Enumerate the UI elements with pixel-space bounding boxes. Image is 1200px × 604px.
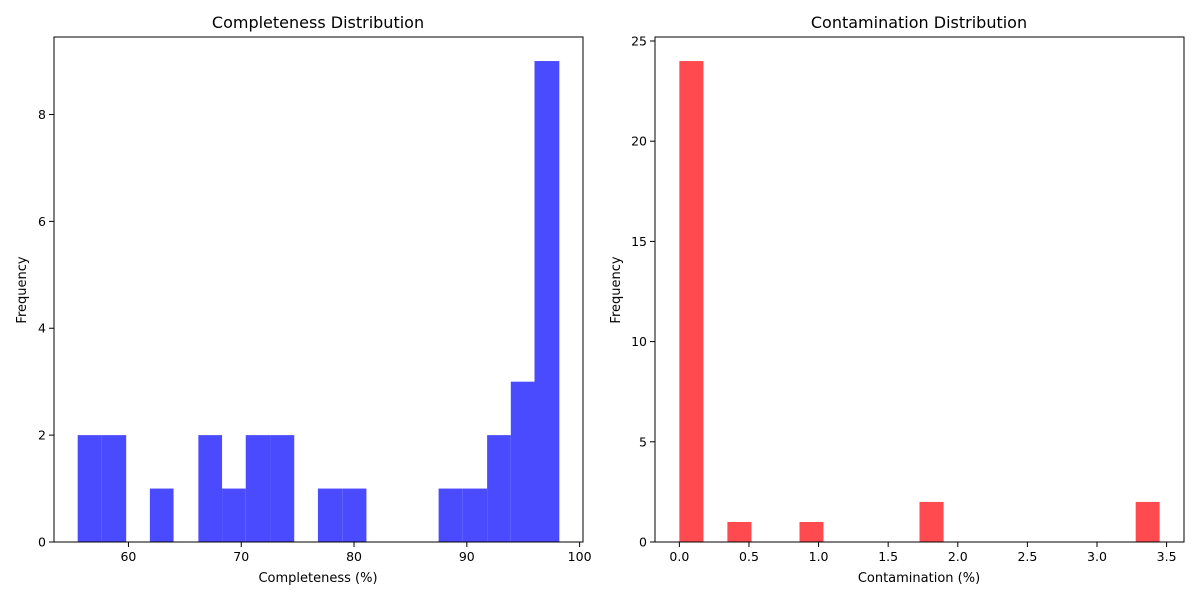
completeness-bars (77, 61, 560, 543)
contamination-bar-0 (679, 61, 704, 543)
contamination-y-tick-label-4: 20 (631, 134, 647, 149)
completeness-x-ticks: 60 70 80 90 100 (120, 542, 592, 564)
contamination-bar-2 (799, 521, 824, 542)
contamination-y-label: Frequency (609, 256, 624, 323)
contamination-title: Contamination Distribution (811, 13, 1027, 32)
contamination-y-tick-label-1: 5 (639, 434, 647, 449)
contamination-y-tick-label-5: 25 (631, 34, 647, 49)
completeness-x-tick-label-4: 100 (568, 549, 592, 564)
contamination-bar-1 (727, 521, 752, 542)
contamination-x-tick-label-7: 3.5 (1157, 549, 1177, 564)
completeness-bar-8 (270, 435, 295, 542)
completeness-y-tick-label-3: 6 (38, 214, 46, 229)
completeness-y-tick-label-1: 2 (38, 428, 46, 443)
completeness-x-tick-label-1: 70 (233, 549, 249, 564)
completeness-bar-3 (149, 488, 174, 542)
contamination-x-tick-label-4: 2.0 (948, 549, 968, 564)
completeness-axes-frame (53, 36, 584, 543)
contamination-x-tick-label-3: 1.5 (878, 549, 898, 564)
completeness-bar-0 (77, 435, 102, 542)
contamination-panel: Contamination Distribution 0.0 0.5 1.0 1.5 2… (609, 13, 1185, 586)
contamination-y-tick-label-0: 0 (639, 535, 647, 550)
completeness-panel: Completeness Distribution 60 70 80 90 100 0 2… (15, 13, 592, 586)
completeness-y-ticks: 0 2 4 6 8 (38, 107, 54, 550)
completeness-bar-5 (198, 435, 223, 542)
completeness-y-label: Frequency (15, 256, 30, 323)
completeness-bar-11 (342, 488, 367, 542)
completeness-bar-7 (245, 435, 271, 542)
contamination-x-tick-label-5: 2.5 (1017, 549, 1037, 564)
completeness-bar-18 (510, 381, 535, 542)
completeness-bar-15 (438, 488, 463, 542)
contamination-bar-3 (919, 501, 944, 542)
contamination-y-ticks: 0 5 10 15 20 25 (631, 34, 655, 550)
contamination-bar-4 (1135, 501, 1160, 542)
contamination-x-label: Contamination (%) (858, 571, 980, 586)
completeness-y-tick-label-4: 8 (38, 107, 46, 122)
completeness-bar-17 (487, 435, 511, 542)
completeness-bar-10 (317, 488, 343, 542)
completeness-x-tick-label-0: 60 (120, 549, 136, 564)
contamination-bars (679, 61, 1160, 543)
completeness-title: Completeness Distribution (212, 13, 424, 32)
contamination-x-tick-label-1: 0.5 (739, 549, 759, 564)
completeness-x-label: Completeness (%) (258, 571, 377, 586)
completeness-x-tick-label-2: 80 (346, 549, 362, 564)
contamination-x-tick-label-2: 1.0 (809, 549, 829, 564)
completeness-y-tick-label-0: 0 (38, 535, 46, 550)
completeness-bar-1 (101, 435, 127, 542)
completeness-bar-16 (462, 488, 488, 542)
completeness-y-tick-label-2: 4 (38, 321, 46, 336)
contamination-axes-frame (654, 36, 1185, 543)
contamination-y-tick-label-2: 10 (631, 334, 647, 349)
completeness-x-tick-label-3: 90 (459, 549, 475, 564)
contamination-x-tick-label-0: 0.0 (669, 549, 689, 564)
contamination-y-tick-label-3: 15 (631, 234, 647, 249)
completeness-bar-19 (534, 61, 560, 543)
contamination-x-ticks: 0.0 0.5 1.0 1.5 2.0 2.5 3.0 3.5 (669, 542, 1177, 564)
contamination-x-tick-label-6: 3.0 (1087, 549, 1107, 564)
completeness-bar-6 (222, 488, 246, 542)
